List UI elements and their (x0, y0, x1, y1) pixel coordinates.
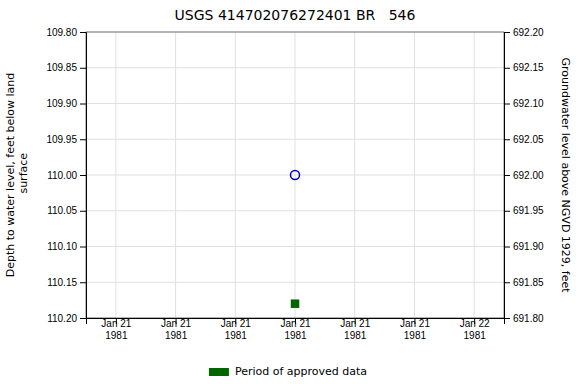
y-tick-label: 110.10 (47, 241, 77, 252)
y-tick: 110.00 (47, 170, 86, 181)
x-tick: Jan 211981 (340, 318, 370, 341)
y2-axis-line (505, 33, 511, 319)
y-tick-mark (80, 282, 86, 283)
y2-tick: 692.10 (504, 98, 544, 109)
y2-tick-mark (504, 211, 510, 212)
y-tick-label: 110.15 (47, 277, 77, 288)
y-axis: 109.80 109.85 109.90 109.95 110.00 110.05 110.… (46, 27, 86, 324)
x-tick: Jan 211981 (101, 318, 131, 341)
legend-label: Period of approved data (235, 365, 367, 378)
y2-tick: 692.05 (504, 134, 544, 145)
y2-tick-label: 692.15 (513, 62, 544, 73)
x-tick-label: Jan 221981 (460, 318, 490, 341)
grid (86, 32, 504, 318)
y-tick-label: 109.85 (46, 62, 77, 73)
y-tick-mark (80, 247, 86, 248)
legend: Period of approved data (209, 365, 367, 378)
y2-tick-label: 692.10 (513, 98, 544, 109)
legend-item: Period of approved data (209, 365, 367, 378)
y-tick-label: 109.90 (46, 98, 77, 109)
x-tick-label: Jan 211981 (400, 318, 430, 341)
y-tick-label: 110.05 (47, 205, 77, 216)
grid-line (474, 32, 475, 318)
x-tick: Jan 211981 (280, 318, 310, 341)
y2-tick-label: 691.80 (513, 313, 544, 324)
y2-tick-mark (504, 32, 510, 33)
y-tick-mark (80, 139, 86, 140)
y2-tick-mark (504, 282, 510, 283)
x-tick: Jan 211981 (400, 318, 430, 341)
y-tick: 110.05 (47, 205, 86, 216)
point (292, 300, 299, 307)
x-tick-label: Jan 211981 (221, 318, 251, 341)
y-tick-mark (80, 318, 86, 319)
x-tick-label: Jan 211981 (161, 318, 191, 341)
x-tick-label: Jan 211981 (280, 318, 310, 341)
y2-tick: 692.15 (504, 62, 544, 73)
points (291, 171, 300, 308)
y2-tick: 691.90 (504, 241, 544, 252)
y2-tick: 691.80 (504, 313, 544, 324)
y2-tick-label: 691.90 (513, 241, 544, 252)
y2-tick: 692.20 (504, 27, 544, 38)
grid-line (295, 32, 296, 318)
grid-line (115, 32, 116, 318)
y2-tick: 692.00 (504, 170, 544, 181)
y2-tick: 691.95 (504, 205, 544, 216)
y2-tick-mark (504, 247, 510, 248)
y2-tick: 691.85 (504, 277, 544, 288)
y-tick: 109.95 (46, 134, 86, 145)
y-axis-title: Depth to water level, feet below land su… (4, 73, 30, 278)
y-tick: 109.85 (46, 62, 86, 73)
y2-tick-mark (504, 318, 510, 319)
y-tick-mark (80, 175, 86, 176)
grid-line (354, 32, 355, 318)
y2-tick-mark (504, 139, 510, 140)
x-tick-label: Jan 211981 (340, 318, 370, 341)
grid-line (235, 32, 236, 318)
y-tick: 109.90 (46, 98, 86, 109)
y2-tick-mark (504, 104, 510, 105)
x-tick-label: Jan 211981 (101, 318, 131, 341)
point (291, 171, 300, 180)
plot-frame (86, 32, 504, 318)
x-tick: Jan 211981 (221, 318, 251, 341)
y-tick-mark (80, 68, 86, 69)
y2-tick-label: 691.95 (513, 205, 544, 216)
y2-tick-mark (504, 68, 510, 69)
y2-tick-label: 692.20 (513, 27, 544, 38)
y2-axis-title: Groundwater level above NGVD 1929, feet (559, 57, 572, 293)
y-tick: 109.80 (46, 27, 86, 38)
y-tick-mark (80, 32, 86, 33)
y-tick: 110.10 (47, 241, 86, 252)
y-tick-mark (80, 104, 86, 105)
y2-tick-label: 691.85 (513, 277, 544, 288)
grid-line (414, 32, 415, 318)
x-tick: Jan 221981 (460, 318, 490, 341)
y-tick: 110.15 (47, 277, 86, 288)
y2-tick-label: 692.05 (513, 134, 544, 145)
y-tick-label: 110.00 (47, 170, 77, 181)
y-axis-line (80, 33, 87, 319)
y2-tick-mark (504, 175, 510, 176)
chart: Jan 211981 Jan 211981 Jan 211981 Jan 211981… (0, 0, 576, 384)
y2-tick-label: 692.00 (513, 170, 544, 181)
x-tick: Jan 211981 (161, 318, 191, 341)
grid-line (175, 32, 176, 318)
y2-axis: 692.20 692.15 692.10 692.05 692.00 691.95 691.… (504, 27, 544, 324)
y-tick: 110.20 (47, 313, 86, 324)
x-axis: Jan 211981 Jan 211981 Jan 211981 Jan 211981… (87, 318, 505, 341)
y-tick-label: 109.80 (46, 27, 77, 38)
title: USGS 414702076272401 BR 546 (175, 7, 416, 23)
y-tick-label: 109.95 (46, 134, 77, 145)
y-tick-mark (80, 211, 86, 212)
y-tick-label: 110.20 (47, 313, 77, 324)
legend-swatch (209, 368, 229, 376)
